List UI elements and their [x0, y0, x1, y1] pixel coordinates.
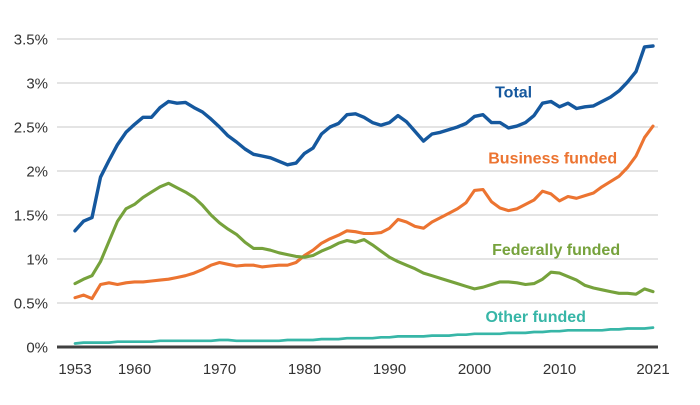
y-tick-label: 3% [26, 75, 48, 92]
y-tick-label: 3.5% [14, 31, 48, 48]
x-tick-label: 2000 [458, 361, 491, 378]
x-tick-label: 1953 [58, 361, 91, 378]
y-tick-label: 0% [26, 339, 48, 356]
federally-funded-label: Federally funded [492, 242, 620, 259]
other-funded-label: Other funded [485, 309, 585, 326]
x-tick-label: 1990 [373, 361, 406, 378]
y-tick-label: 1.5% [14, 207, 48, 224]
y-tick-label: 1% [26, 251, 48, 268]
x-tick-label: 2021 [636, 361, 669, 378]
x-tick-label: 1980 [288, 361, 321, 378]
x-tick-label: 1960 [118, 361, 151, 378]
y-axis-labels: 0% 0.5% 1% 1.5% 2% 2.5% 3% 3.5% [14, 31, 48, 356]
y-tick-label: 2% [26, 163, 48, 180]
business-funded-label: Business funded [488, 150, 617, 167]
y-tick-label: 0.5% [14, 295, 48, 312]
x-tick-label: 2010 [543, 361, 576, 378]
total-line [73, 44, 655, 233]
y-tick-label: 2.5% [14, 119, 48, 136]
x-axis-labels: 1953 1960 1970 1980 1990 2000 2010 2021 [58, 361, 669, 378]
federally-funded-line [73, 181, 655, 296]
x-tick-label: 1970 [203, 361, 236, 378]
business-funded-line [73, 124, 655, 301]
other-funded-line [73, 326, 655, 345]
gridlines [57, 38, 658, 349]
total-label: Total [495, 84, 532, 101]
